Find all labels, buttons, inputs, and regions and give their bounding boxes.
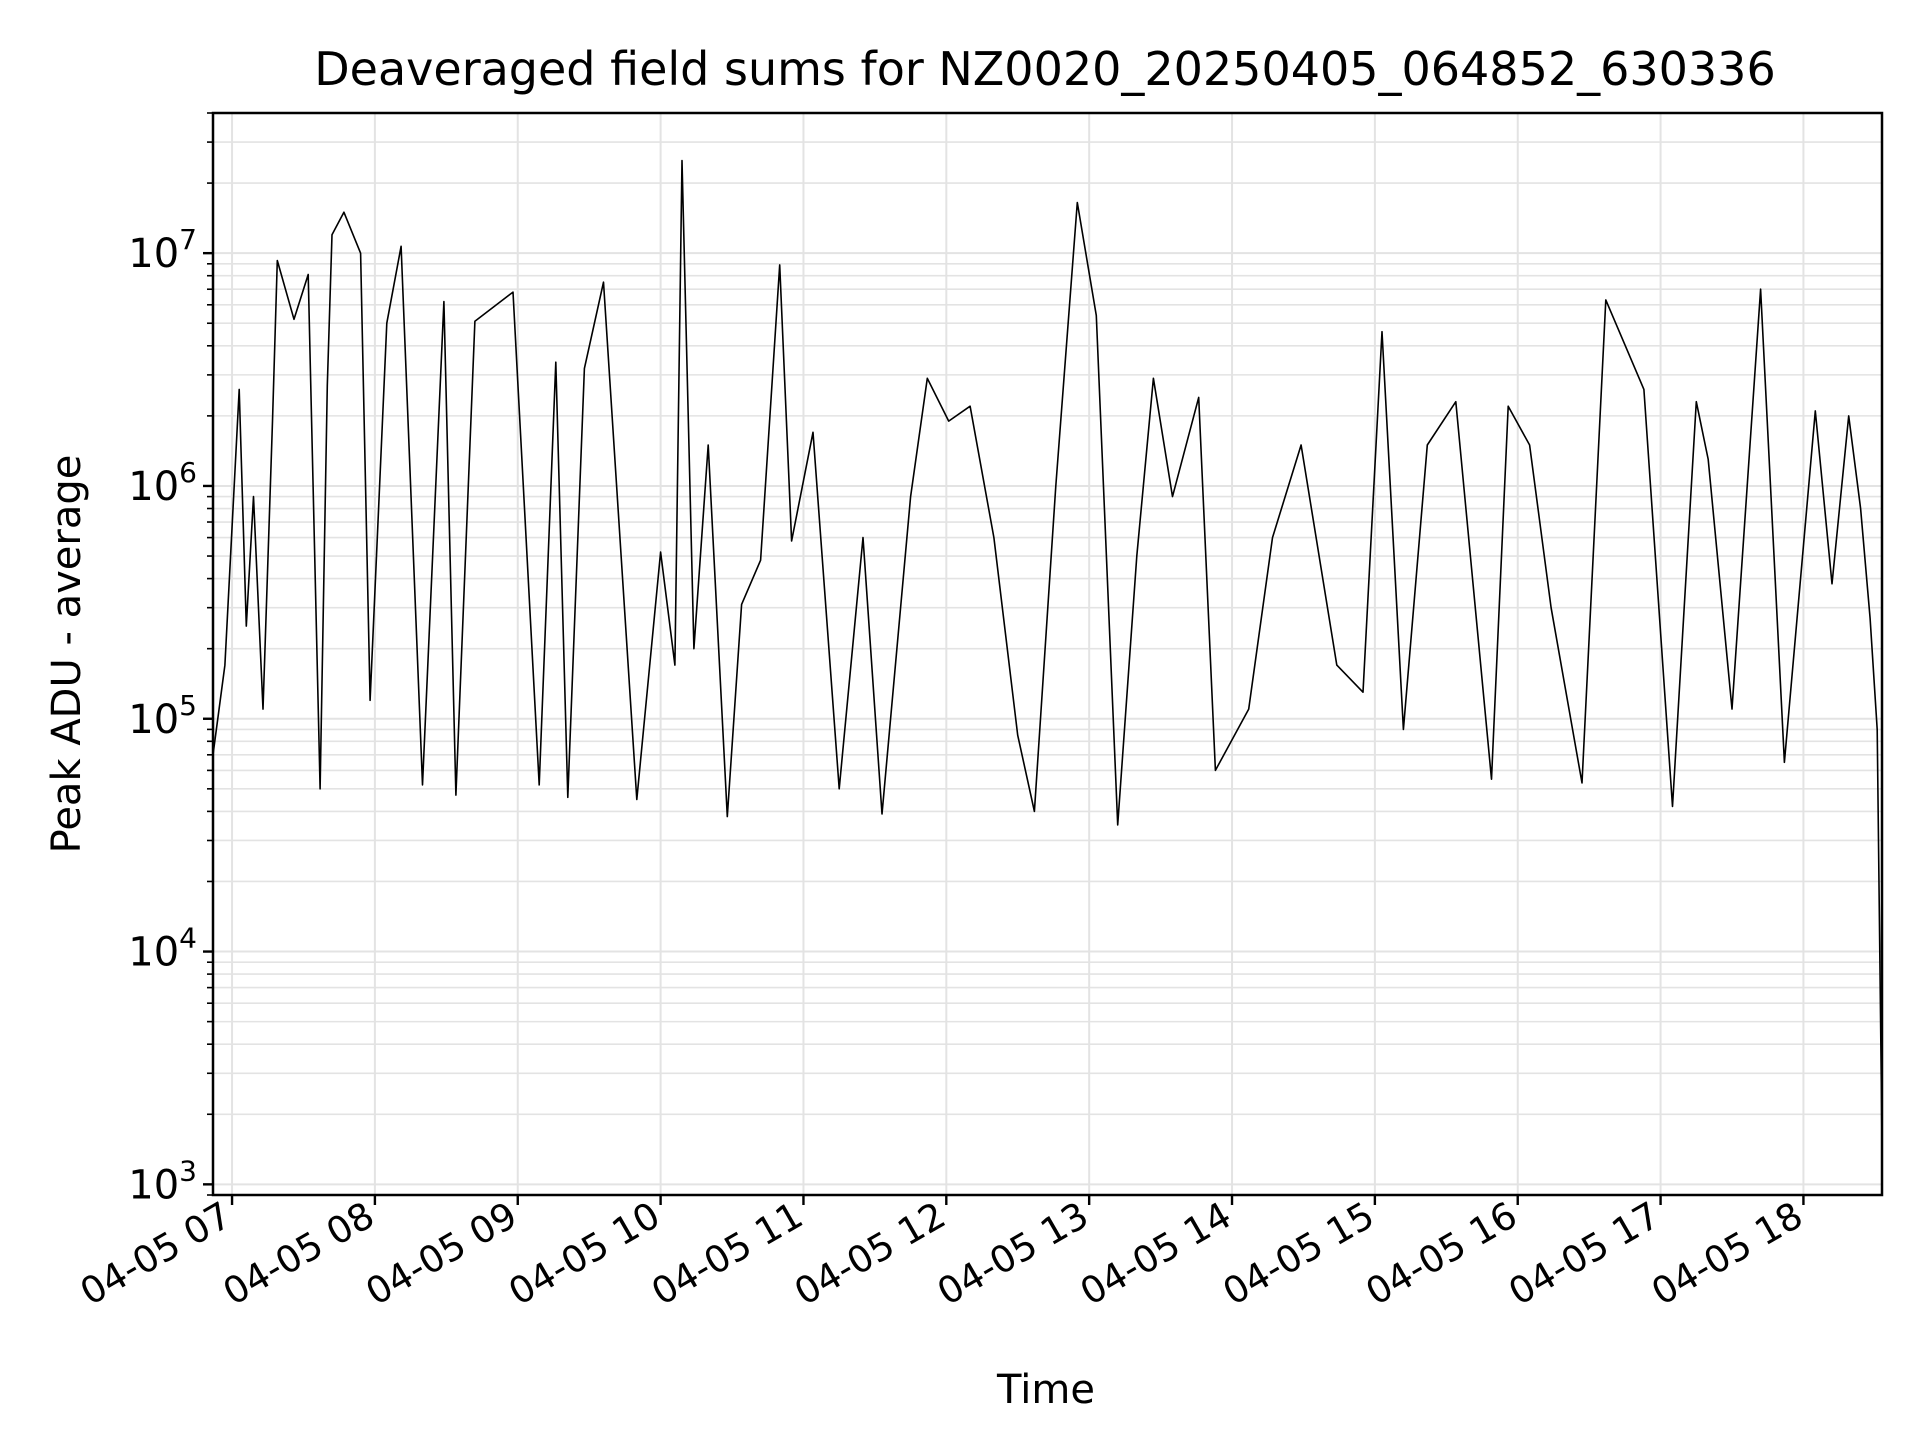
y-tick-label: 105 [128, 689, 197, 743]
series-layer [212, 159, 1883, 1144]
y-tick-label: 103 [128, 1154, 197, 1208]
x-axis-label: Time [996, 1367, 1095, 1413]
chart-title: Deaveraged field sums for NZ0020_2025040… [314, 42, 1775, 96]
y-tick-label: 106 [128, 456, 197, 510]
y-tick-label: 107 [128, 223, 197, 277]
y-tick-label: 104 [128, 922, 197, 976]
y-axis-label: Peak ADU - average [44, 455, 90, 854]
series-line-0 [212, 159, 1883, 1144]
plot-frame [211, 111, 1884, 1197]
